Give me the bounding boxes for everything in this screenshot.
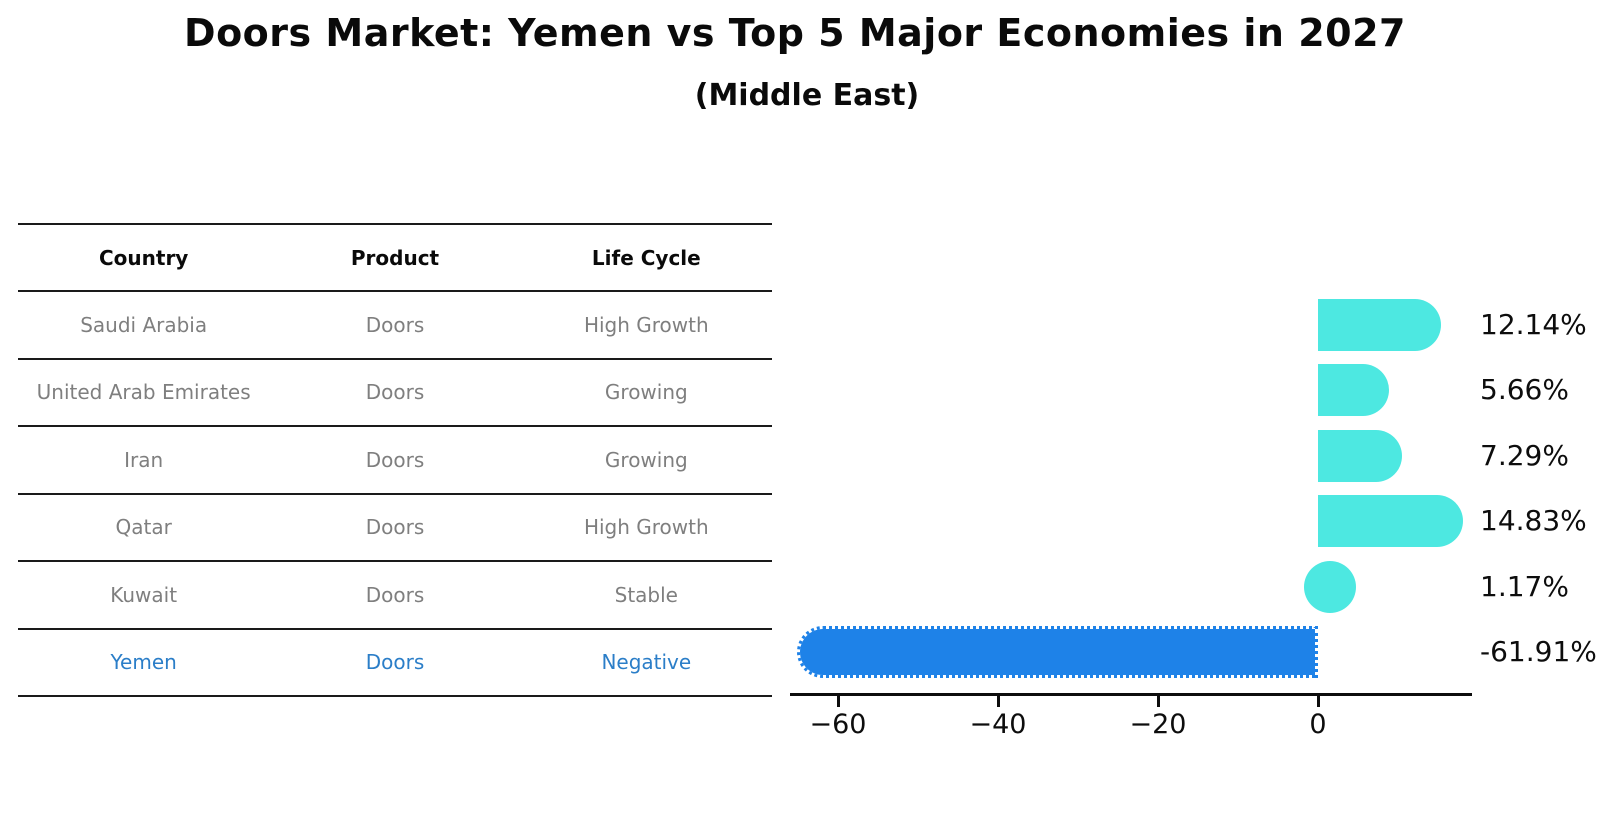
cell-country: Qatar — [115, 515, 172, 540]
summary-table: Country Product Life Cycle Saudi Arabia … — [18, 223, 772, 697]
value-label-kuwait: 1.17% — [1480, 569, 1569, 603]
cell-country: Yemen — [110, 650, 177, 675]
value-label-saudi-arabia: 12.14% — [1480, 307, 1587, 341]
bar-kuwait — [1304, 560, 1356, 613]
x-tick-label: −60 — [809, 709, 867, 740]
cell-life-cycle: Stable — [614, 582, 678, 607]
x-tick — [1316, 693, 1320, 707]
cell-life-cycle: Growing — [604, 447, 688, 472]
table-row-qatar: Qatar Doors High Growth — [18, 495, 772, 562]
bar-iran — [1318, 429, 1403, 482]
x-tick — [1156, 693, 1160, 707]
cell-life-cycle: High Growth — [583, 312, 709, 337]
x-tick-label: −20 — [1129, 709, 1187, 740]
value-label-qatar: 14.83% — [1480, 504, 1587, 537]
table-row-saudi-arabia: Saudi Arabia Doors High Growth — [18, 292, 772, 360]
cell-country: United Arab Emirates — [36, 380, 251, 405]
cell-life-cycle: High Growth — [583, 515, 709, 540]
x-tick — [836, 693, 840, 707]
cell-life-cycle: Negative — [601, 650, 692, 675]
table-row-iran: Iran Doors Growing — [18, 427, 772, 495]
cell-product: Doors — [365, 650, 425, 675]
x-axis-line — [790, 693, 1472, 696]
cell-country: Iran — [124, 447, 164, 472]
chart-title: Doors Market: Yemen vs Top 5 Major Econo… — [184, 11, 1406, 55]
x-tick — [996, 693, 1000, 707]
chart-subtitle: (Middle East) — [694, 78, 920, 113]
x-tick-label: −40 — [969, 709, 1027, 740]
col-header-product: Product — [350, 245, 440, 270]
cell-product: Doors — [365, 582, 425, 607]
col-header-life-cycle: Life Cycle — [591, 245, 701, 270]
table-row-kuwait: Kuwait Doors Stable — [18, 562, 772, 630]
cell-product: Doors — [365, 447, 425, 472]
bar-yemen — [796, 626, 1318, 678]
table-header-row: Country Product Life Cycle — [18, 225, 772, 292]
table-row-yemen: Yemen Doors Negative — [18, 630, 772, 696]
x-tick-label: 0 — [1309, 709, 1327, 740]
bar-qatar — [1318, 495, 1463, 547]
cell-product: Doors — [365, 380, 425, 405]
bar-united-arab-emirates — [1318, 364, 1390, 416]
cell-country: Kuwait — [110, 582, 178, 607]
cell-product: Doors — [365, 515, 425, 540]
value-label-iran: 7.29% — [1480, 438, 1569, 472]
value-label-united-arab-emirates: 5.66% — [1480, 373, 1569, 406]
col-header-country: Country — [98, 245, 189, 270]
cell-life-cycle: Growing — [604, 380, 688, 405]
bar-saudi-arabia — [1318, 298, 1442, 351]
cell-country: Saudi Arabia — [80, 312, 208, 337]
cell-product: Doors — [365, 312, 425, 337]
value-label-yemen: -61.91% — [1480, 635, 1597, 668]
table-row-united-arab-emirates: United Arab Emirates Doors Growing — [18, 360, 772, 427]
